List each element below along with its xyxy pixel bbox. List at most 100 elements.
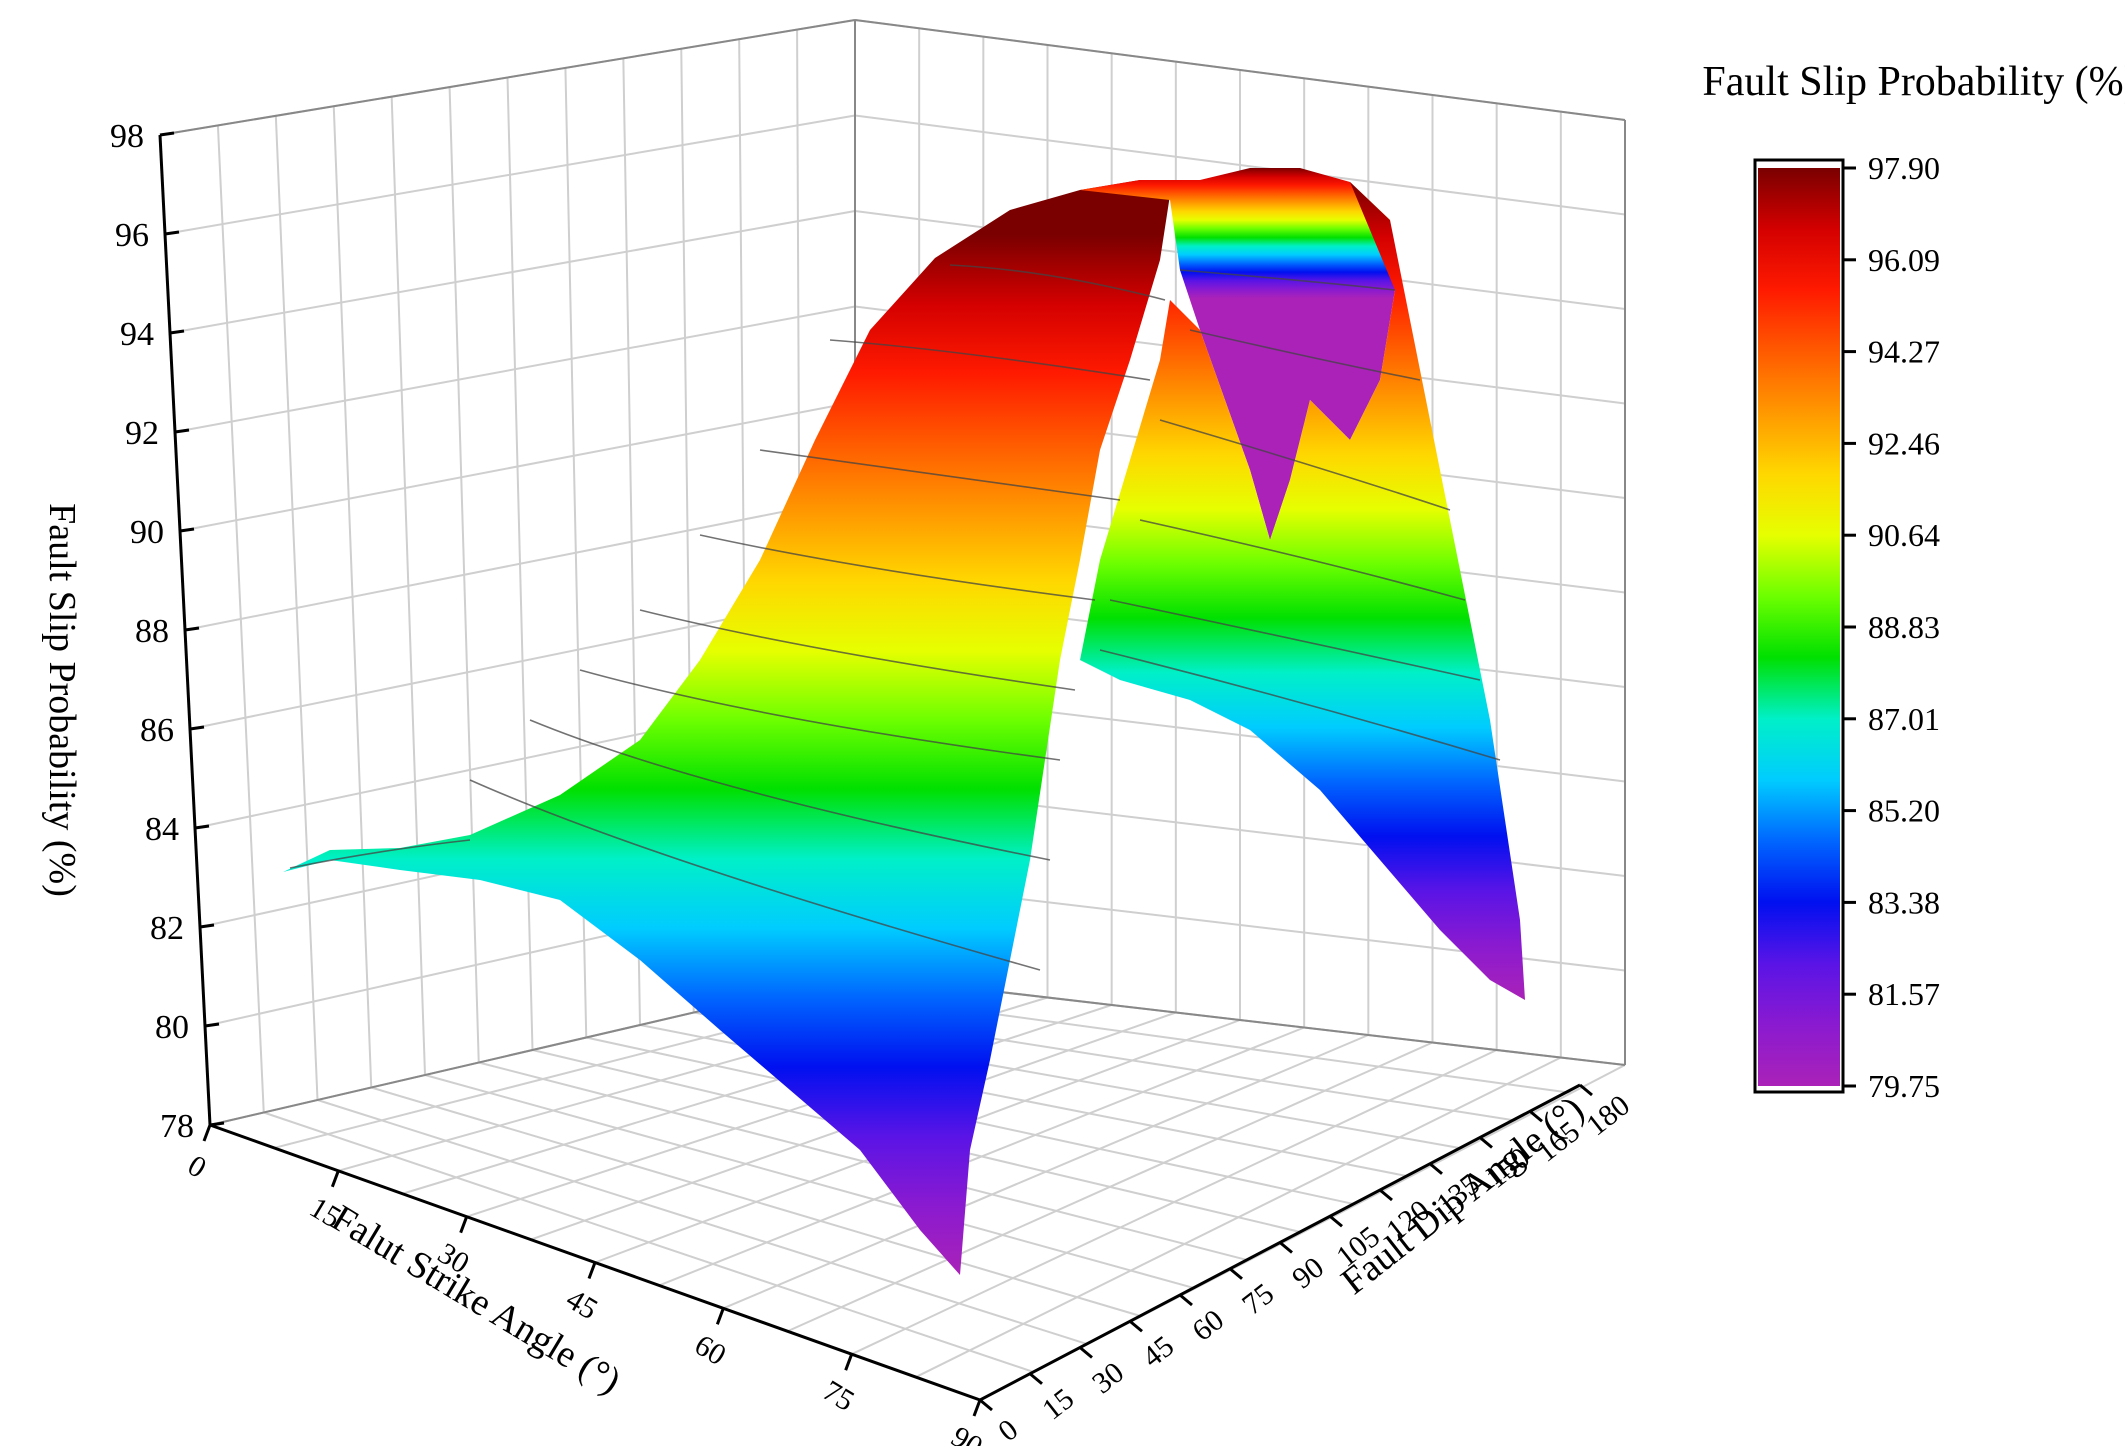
- grid-line: [332, 106, 373, 1088]
- colorbar-tick-label: 94.27: [1868, 334, 1940, 370]
- grid-line: [216, 125, 265, 1113]
- contour-line: [1159, 419, 1451, 511]
- y-tick: [1279, 1241, 1293, 1254]
- y-tick: [1229, 1267, 1243, 1280]
- contour-line: [1189, 329, 1421, 381]
- x-tick: [715, 1307, 725, 1325]
- y-tick-label: 0: [992, 1413, 1024, 1446]
- contour-line: [699, 534, 1096, 601]
- y-tick: [1579, 1083, 1593, 1097]
- z-tick: [199, 923, 215, 929]
- z-tick: [194, 824, 210, 830]
- colorbar-tick-label: 97.90: [1868, 150, 1940, 186]
- probability-surface: [283, 168, 1525, 1275]
- y-tick-label: 180: [1580, 1089, 1636, 1143]
- contour-line: [469, 779, 1041, 971]
- grid-line: [390, 96, 426, 1076]
- colorbar-tick-label: 81.57: [1868, 976, 1940, 1012]
- y-tick-label: 60: [1186, 1303, 1230, 1347]
- colorbar-tick-label: 83.38: [1868, 884, 1940, 920]
- contour-line: [529, 719, 1051, 861]
- z-tick: [159, 131, 175, 137]
- contour-line: [1179, 269, 1396, 291]
- x-tick-label: 60: [689, 1328, 732, 1372]
- grid-line: [506, 77, 534, 1051]
- z-tick-label: 88: [135, 613, 169, 650]
- z-tick-label: 86: [140, 712, 174, 749]
- z-tick-label: 90: [130, 514, 164, 551]
- x-tick: [202, 1124, 212, 1142]
- y-tick: [1479, 1136, 1493, 1149]
- x-tick-label: 75: [817, 1374, 860, 1418]
- contour-line: [289, 839, 471, 869]
- z-tick: [179, 527, 195, 533]
- z-tick-label: 96: [115, 217, 149, 254]
- y-tick-label: 75: [1236, 1277, 1280, 1321]
- colorbar-tick-label: 90.64: [1868, 517, 1940, 553]
- z-tick: [184, 626, 200, 632]
- x-tick-label: 0: [182, 1149, 212, 1185]
- z-axis-title: Fault Slip Probability (%): [41, 503, 83, 897]
- z-tick-label: 92: [125, 415, 159, 452]
- z-tick-label: 94: [120, 316, 154, 353]
- surface-back-slope: [1080, 182, 1525, 1000]
- colorbar: Fault Slip Probability (%) 97.90 96.09 94.…: [1702, 59, 2125, 1104]
- colorbar-tick-label: 88.83: [1868, 609, 1940, 645]
- z-tick-label: 84: [145, 811, 179, 848]
- grid-line: [448, 87, 480, 1063]
- z-tick: [169, 329, 185, 335]
- contour-line: [639, 609, 1076, 691]
- x-tick: [330, 1170, 340, 1188]
- contour-line: [1099, 649, 1501, 761]
- surface-front-slope: [283, 180, 1170, 1275]
- contour-line: [829, 339, 1151, 381]
- contour-line: [579, 669, 1061, 761]
- y-tick: [1429, 1162, 1443, 1175]
- x-tick: [587, 1261, 597, 1280]
- grid-line: [915, 1056, 1562, 1378]
- y-tick: [1329, 1215, 1343, 1228]
- y-tick: [1179, 1293, 1193, 1307]
- y-tick-label: 30: [1086, 1356, 1130, 1400]
- contour-lines: [289, 264, 1501, 971]
- contour-line: [759, 449, 1121, 501]
- grid-line: [722, 1034, 1369, 1310]
- grid-line: [787, 1041, 1433, 1333]
- contour-line: [1139, 519, 1466, 601]
- colorbar-tick-label: 79.75: [1868, 1068, 1940, 1104]
- z-tick-label: 98: [110, 118, 144, 155]
- grid-line: [658, 1026, 1305, 1287]
- y-tick: [1079, 1346, 1093, 1359]
- z-tick: [209, 1121, 225, 1127]
- y-tick-label: 15: [1036, 1382, 1080, 1426]
- colorbar-fill: [1758, 168, 1840, 1086]
- x-tick: [459, 1216, 469, 1234]
- colorbar-tick-label: 87.01: [1868, 701, 1940, 737]
- grid-line: [274, 115, 319, 1101]
- y-tick: [979, 1398, 993, 1412]
- colorbar-tick-label: 85.20: [1868, 793, 1940, 829]
- z-tick-label: 78: [160, 1108, 194, 1145]
- z-tick-label: 80: [155, 1009, 189, 1046]
- grid-line: [466, 1004, 1112, 1218]
- x-tick-label: 45: [561, 1282, 604, 1326]
- colorbar-title: Fault Slip Probability (%): [1702, 59, 2125, 105]
- box-edge: [159, 19, 856, 136]
- contour-line: [1109, 599, 1481, 681]
- colorbar-ticks: 97.90 96.09 94.27 92.46 90.64 88.83 87.01 85.20…: [1843, 150, 1940, 1104]
- y-tick: [1029, 1372, 1043, 1385]
- box-edge: [854, 19, 1626, 121]
- y-tick: [1379, 1188, 1393, 1202]
- y-tick-label: 90: [1286, 1251, 1330, 1295]
- z-tick: [189, 725, 205, 731]
- colorbar-tick-label: 96.09: [1868, 242, 1940, 278]
- z-tick: [164, 230, 180, 236]
- x-tick-label: 90: [946, 1420, 989, 1446]
- y-tick-label: 45: [1136, 1330, 1180, 1374]
- colorbar-tick-label: 92.46: [1868, 425, 1940, 461]
- z-tick: [174, 428, 190, 434]
- x-tick: [972, 1399, 982, 1417]
- x-tick: [844, 1353, 854, 1371]
- z-tick: [204, 1022, 220, 1028]
